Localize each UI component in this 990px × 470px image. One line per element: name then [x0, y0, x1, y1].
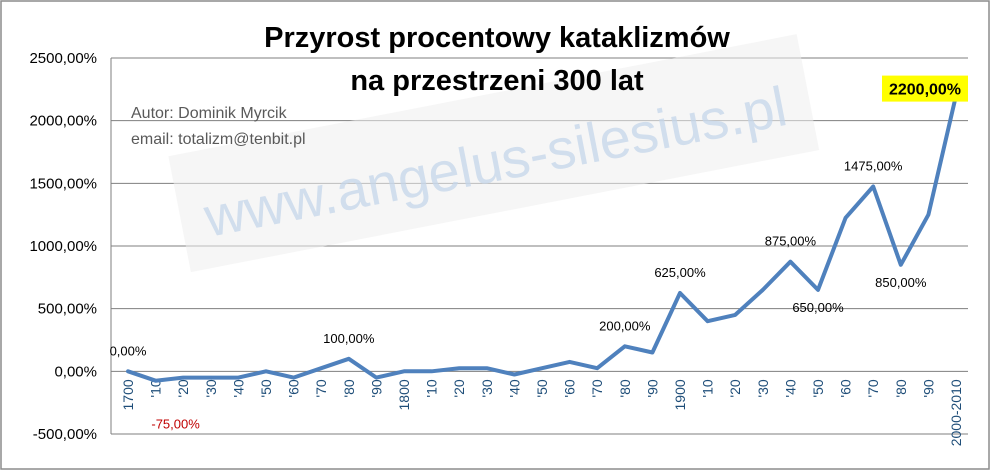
data-point [733, 313, 737, 317]
data-point [512, 372, 516, 376]
x-tick-label: '70 [865, 379, 881, 397]
x-tick-label: 1800 [396, 379, 412, 410]
data-point [926, 213, 930, 217]
x-tick-label: '50 [534, 379, 550, 397]
data-point [209, 376, 213, 380]
series-layer [126, 93, 958, 383]
x-tick-label: '10 [700, 379, 716, 397]
data-point [816, 288, 820, 292]
chart-title-line-2: na przestrzeni 300 lat [350, 65, 644, 97]
x-tick-label: '10 [424, 379, 440, 397]
data-point [374, 376, 378, 380]
data-point [871, 184, 875, 188]
data-label: 100,00% [323, 331, 375, 346]
x-tick-label: '40 [506, 379, 522, 397]
x-tick-label: '30 [479, 379, 495, 397]
x-tick-label: '20 [727, 379, 743, 397]
x-tick-label: '70 [313, 379, 329, 397]
x-tick-label: '50 [810, 379, 826, 397]
data-point [678, 291, 682, 295]
data-label: 1475,00% [844, 158, 903, 173]
data-point [568, 360, 572, 364]
x-tick-label: '20 [175, 379, 191, 397]
data-point [540, 366, 544, 370]
y-tick-label: 0,00% [54, 363, 97, 380]
data-point [623, 344, 627, 348]
x-tick-label: '90 [920, 379, 936, 397]
data-point [292, 376, 296, 380]
x-tick-label: 1900 [672, 379, 688, 410]
data-point [181, 376, 185, 380]
data-label: 875,00% [765, 234, 817, 249]
y-tick-label: 1500,00% [29, 175, 97, 192]
data-label: 0,00% [110, 343, 147, 358]
x-tick-label: 2000-2010 [948, 379, 964, 446]
data-label: 2200,00% [889, 82, 961, 99]
data-point [650, 351, 654, 355]
x-tick-label: '80 [617, 379, 633, 397]
data-point [347, 357, 351, 361]
highlight-label-bg [882, 75, 968, 102]
x-tick-label: '80 [893, 379, 909, 397]
x-tick-label: '90 [644, 379, 660, 397]
x-tick-label: '60 [838, 379, 854, 397]
x-tick-label: '60 [286, 379, 302, 397]
data-label: -75,00% [151, 417, 200, 432]
x-tick-label: '30 [203, 379, 219, 397]
data-point [788, 260, 792, 264]
x-tick-label: '50 [258, 379, 274, 397]
y-axis-labels: -500,00% 0,00% 500,00% 1000,00% 1500,00% 2000… [29, 50, 97, 443]
x-tick-label: '20 [451, 379, 467, 397]
chart-title-line-1: Przyrost procentowy kataklizmów [264, 22, 730, 54]
y-tick-label: 1000,00% [29, 238, 97, 255]
data-point [595, 366, 599, 370]
email-text: email: totalizm@tenbit.pl [131, 131, 306, 148]
x-tick-label: '60 [562, 379, 578, 397]
x-tick-label: '40 [782, 379, 798, 397]
y-tick-label: 2000,00% [29, 113, 97, 130]
x-tick-label: '80 [341, 379, 357, 397]
data-label: 200,00% [599, 318, 651, 333]
y-tick-label: -500,00% [33, 426, 97, 443]
x-tick-label: '70 [589, 379, 605, 397]
y-tick-label: 500,00% [38, 301, 97, 318]
data-label: 625,00% [654, 265, 706, 280]
data-point [844, 216, 848, 220]
x-tick-label: '90 [368, 379, 384, 397]
x-tick-label: '30 [755, 379, 771, 397]
data-point [236, 376, 240, 380]
author-text: Autor: Dominik Myrcik [131, 105, 288, 122]
data-point [706, 319, 710, 323]
data-point [761, 288, 765, 292]
data-point [264, 369, 268, 373]
data-point [457, 366, 461, 370]
x-tick-label: 1700 [120, 379, 136, 410]
data-label: 850,00% [875, 275, 927, 290]
data-point [402, 369, 406, 373]
data-point [126, 369, 130, 373]
data-point [430, 369, 434, 373]
data-point [319, 366, 323, 370]
data-point [899, 263, 903, 267]
x-tick-label: '10 [148, 379, 164, 397]
data-labels: 0,00% -75,00% 100,00% 200,00% 625,00% 875,00%… [110, 75, 968, 432]
data-label: 650,00% [792, 300, 844, 315]
y-tick-label: 2500,00% [29, 50, 97, 67]
data-point [154, 379, 158, 383]
data-point [485, 366, 489, 370]
x-tick-label: '40 [230, 379, 246, 397]
x-axis-labels: 1700 '10 '20 '30 '40 '50 '60 '70 '80 '90 1800 '10 '2… [120, 379, 964, 446]
watermark-band [168, 34, 820, 273]
